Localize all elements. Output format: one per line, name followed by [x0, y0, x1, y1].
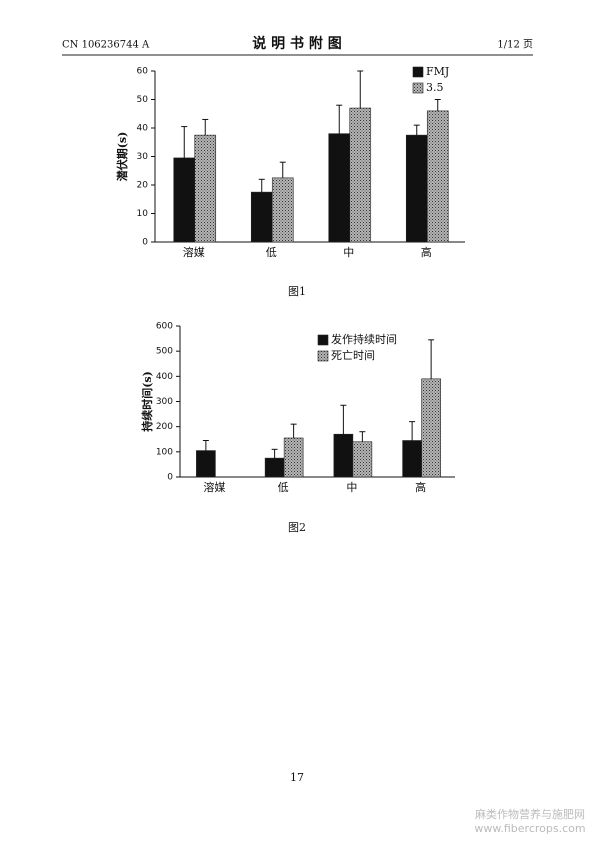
legend-swatch: [317, 334, 329, 346]
bar: [283, 437, 304, 478]
y-tick-label: 40: [137, 124, 149, 134]
bar: [328, 133, 351, 243]
x-tick-label: 高: [421, 245, 432, 259]
bar: [196, 450, 216, 478]
y-axis-label: 持续时间(s): [140, 371, 154, 432]
y-tick-label: 400: [156, 372, 173, 382]
y-tick-label: 30: [137, 152, 149, 162]
y-tick-label: 300: [156, 397, 173, 407]
bar: [426, 110, 449, 243]
legend-swatch: [317, 350, 329, 362]
bar: [352, 441, 373, 478]
header-title: 说 明 书 附 图: [252, 35, 342, 52]
bar: [271, 177, 294, 243]
y-tick-label: 500: [156, 347, 173, 357]
page-number: 17: [290, 771, 304, 784]
x-tick-label: 中: [346, 481, 357, 494]
legend-swatch: [412, 82, 424, 94]
y-tick-label: 200: [156, 422, 173, 432]
y-tick-label: 10: [137, 209, 149, 219]
y-tick-label: 50: [137, 95, 149, 105]
y-tick-label: 20: [137, 181, 149, 191]
bar: [194, 134, 217, 243]
figure-caption: 图2: [288, 521, 306, 534]
x-tick-label: 溶媒: [203, 480, 225, 494]
y-tick-label: 600: [156, 322, 173, 332]
y-tick-label: 0: [167, 473, 173, 483]
legend-label: 死亡时间: [331, 348, 375, 362]
watermark: 麻类作物营养与施肥网: [475, 807, 585, 821]
bar: [250, 191, 273, 243]
legend-label: 发作持续时间: [331, 332, 397, 346]
bar: [173, 157, 196, 243]
x-tick-label: 高: [415, 480, 426, 494]
bar: [405, 134, 428, 243]
x-tick-label: 低: [278, 481, 289, 494]
bar: [333, 433, 354, 478]
bar: [421, 378, 441, 478]
bar: [402, 440, 422, 478]
legend-swatch: [412, 66, 424, 78]
y-axis-label: 潜伏期(s): [115, 132, 129, 182]
bar: [264, 457, 285, 478]
page-count: 1/12 页: [497, 39, 533, 51]
legend-label: FMJ: [426, 65, 449, 78]
x-tick-label: 溶媒: [183, 245, 205, 259]
y-tick-label: 0: [142, 238, 148, 248]
y-tick-label: 100: [156, 447, 173, 457]
figure-caption: 图1: [288, 285, 306, 298]
x-tick-label: 中: [343, 246, 354, 259]
watermark: www.fibercrops.com: [474, 822, 585, 835]
bar: [349, 107, 372, 243]
x-tick-label: 低: [266, 246, 277, 259]
doc-number: CN 106236744 A: [62, 40, 150, 51]
y-tick-label: 60: [137, 67, 149, 77]
legend-label: 3.5: [426, 81, 444, 94]
